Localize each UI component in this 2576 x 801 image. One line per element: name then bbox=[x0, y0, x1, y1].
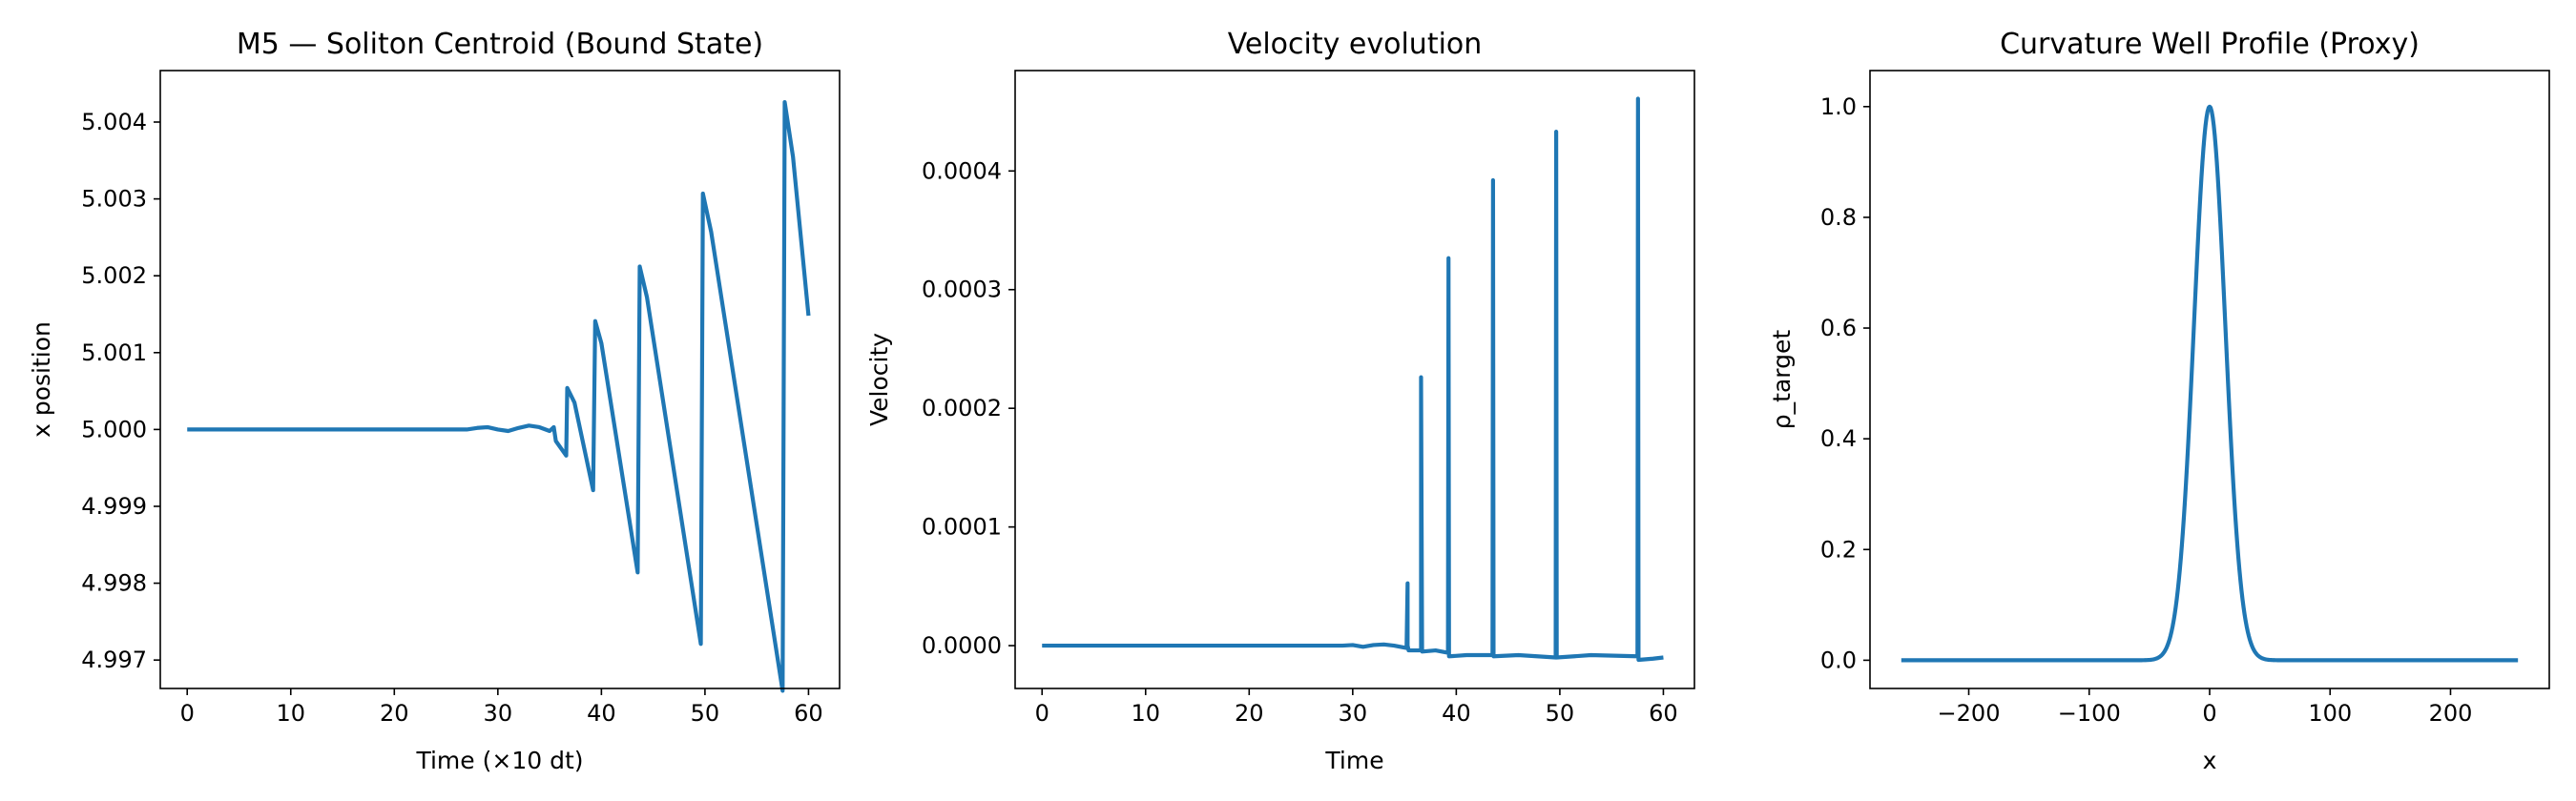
y-tick-label: 5.003 bbox=[81, 186, 147, 213]
y-tick-label: 5.002 bbox=[81, 262, 147, 289]
y-tick-label: 0.0002 bbox=[922, 395, 1002, 421]
axis-ticks: 0 10 20 30 40 50 60 0.0000 0.0001 0.0002 0.0003 0.0… bbox=[922, 157, 1678, 727]
chart-title: Velocity evolution bbox=[1228, 28, 1483, 61]
x-tick-label: 200 bbox=[2429, 700, 2473, 727]
x-axis-label: Time (×10 dt) bbox=[415, 747, 583, 774]
plot-frame bbox=[1869, 70, 2550, 689]
x-tick-label: 20 bbox=[1235, 700, 1264, 727]
panel-centroid: M5 — Soliton Centroid (Bound State) Time… bbox=[28, 28, 841, 774]
y-tick-label: 5.000 bbox=[81, 416, 147, 442]
x-tick-label: 10 bbox=[276, 700, 305, 727]
x-tick-label: 10 bbox=[1131, 700, 1160, 727]
axis-ticks: 0 10 20 30 40 50 60 4.997 4.998 4.999 5.000 5.001 5.… bbox=[81, 109, 822, 727]
x-tick-label: 60 bbox=[1649, 700, 1678, 727]
y-tick-label: 0.8 bbox=[1820, 204, 1857, 231]
x-tick-label: 0 bbox=[2202, 700, 2216, 727]
y-tick-label: 4.999 bbox=[81, 493, 147, 520]
x-tick-label: 40 bbox=[1442, 700, 1471, 727]
y-tick-label: 0.4 bbox=[1820, 425, 1857, 452]
y-tick-label: 0.2 bbox=[1820, 536, 1857, 563]
x-tick-label: −200 bbox=[1938, 700, 2001, 727]
y-axis-label: ρ_target bbox=[1768, 330, 1796, 430]
x-tick-label: 0 bbox=[180, 700, 195, 727]
chart-title: Curvature Well Profile (Proxy) bbox=[2000, 28, 2420, 61]
x-tick-label: 20 bbox=[380, 700, 409, 727]
y-tick-label: 0.0 bbox=[1820, 647, 1857, 673]
y-tick-label: 4.997 bbox=[81, 647, 147, 673]
x-tick-label: 100 bbox=[2308, 700, 2352, 727]
plot-frame bbox=[159, 70, 841, 689]
panel-curvature: Curvature Well Profile (Proxy) x ρ_targe… bbox=[1768, 28, 2550, 774]
x-tick-label: 60 bbox=[794, 700, 823, 727]
y-tick-label: 0.6 bbox=[1820, 315, 1857, 341]
y-tick-label: 0.0000 bbox=[922, 632, 1002, 659]
x-tick-label: −100 bbox=[2058, 700, 2121, 727]
plot-frame bbox=[1014, 70, 1695, 689]
y-axis-label: Velocity bbox=[865, 333, 893, 426]
x-axis-label: x bbox=[2203, 747, 2217, 774]
panel-velocity: Velocity evolution Time Velocity 0 10 20 30… bbox=[865, 28, 1695, 774]
x-tick-label: 30 bbox=[1339, 700, 1368, 727]
chart-title: M5 — Soliton Centroid (Bound State) bbox=[237, 28, 763, 61]
y-tick-label: 0.0001 bbox=[922, 514, 1002, 541]
x-tick-label: 50 bbox=[1546, 700, 1575, 727]
x-tick-label: 30 bbox=[484, 700, 513, 727]
x-tick-label: 0 bbox=[1035, 700, 1049, 727]
series-line bbox=[1042, 96, 1664, 663]
y-tick-label: 5.001 bbox=[81, 339, 147, 366]
axis-ticks: −200 −100 0 100 200 0.0 0.2 0.4 0.6 0.8 1.0 bbox=[1820, 93, 2473, 727]
x-tick-label: 50 bbox=[691, 700, 720, 727]
series-line bbox=[1900, 104, 2520, 663]
x-axis-label: Time bbox=[1324, 747, 1383, 774]
x-tick-label: 40 bbox=[587, 700, 616, 727]
y-tick-label: 0.0004 bbox=[922, 157, 1002, 184]
y-axis-label: x position bbox=[28, 321, 55, 438]
y-tick-label: 5.004 bbox=[81, 109, 147, 135]
y-tick-label: 0.0003 bbox=[922, 277, 1002, 303]
y-tick-label: 4.998 bbox=[81, 570, 147, 597]
y-tick-label: 1.0 bbox=[1820, 93, 1857, 120]
series-line bbox=[187, 99, 811, 693]
